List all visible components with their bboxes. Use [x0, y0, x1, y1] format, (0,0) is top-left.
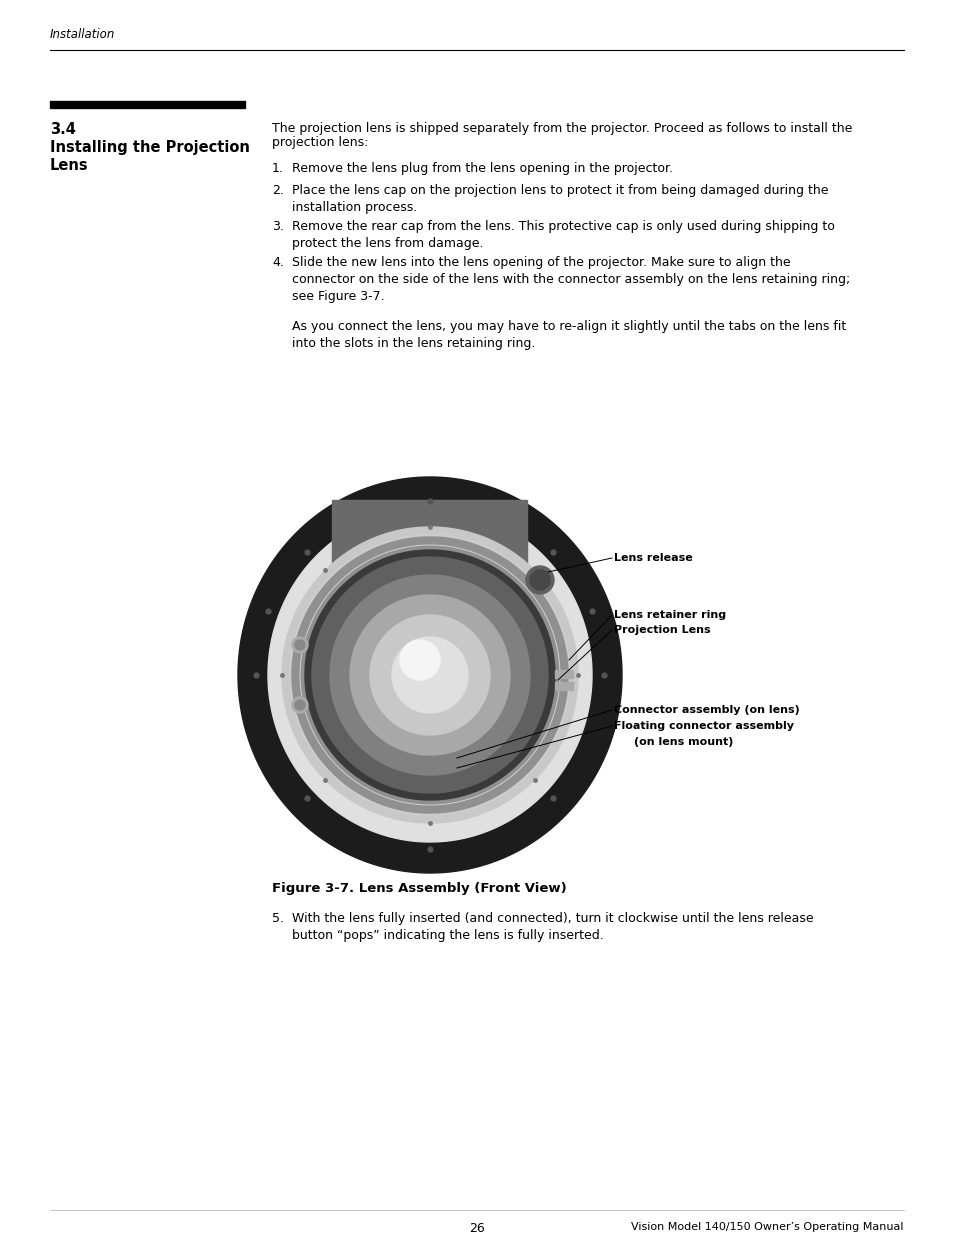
Text: projection lens:: projection lens: — [272, 136, 368, 149]
Text: Lens release: Lens release — [614, 553, 692, 563]
Bar — [444, 762, 456, 769]
Text: With the lens fully inserted (and connected), turn it clockwise until the lens r: With the lens fully inserted (and connec… — [292, 911, 813, 942]
Text: 3.: 3. — [272, 220, 284, 233]
Bar — [389, 753, 440, 776]
Text: Remove the rear cap from the lens. This protective cap is only used during shipp: Remove the rear cap from the lens. This … — [292, 220, 834, 249]
Polygon shape — [350, 595, 510, 755]
Text: Projection Lens: Projection Lens — [614, 625, 710, 635]
Text: As you connect the lens, you may have to re-align it slightly until the tabs on : As you connect the lens, you may have to… — [292, 320, 845, 350]
Text: Connector assembly (on lens): Connector assembly (on lens) — [614, 705, 799, 715]
Polygon shape — [370, 615, 490, 735]
Text: Lens retainer ring: Lens retainer ring — [614, 610, 725, 620]
Text: Slide the new lens into the lens opening of the projector. Make sure to align th: Slide the new lens into the lens opening… — [292, 256, 849, 303]
Polygon shape — [312, 557, 547, 793]
Polygon shape — [399, 640, 439, 680]
Text: Installing the Projection: Installing the Projection — [50, 140, 250, 156]
Text: Place the lens cap on the projection lens to protect it from being damaged durin: Place the lens cap on the projection len… — [292, 184, 827, 214]
Bar — [555, 682, 573, 690]
Text: 4.: 4. — [272, 256, 284, 269]
Polygon shape — [268, 508, 592, 842]
Circle shape — [294, 640, 305, 650]
Text: Floating connector assembly: Floating connector assembly — [614, 721, 793, 731]
Circle shape — [530, 571, 550, 590]
Polygon shape — [237, 477, 621, 873]
Polygon shape — [392, 637, 468, 713]
Bar — [555, 671, 573, 678]
Circle shape — [292, 697, 308, 713]
Bar — [50, 101, 245, 107]
Text: 26: 26 — [469, 1221, 484, 1235]
Polygon shape — [282, 527, 578, 823]
Text: Figure 3-7. Lens Assembly (Front View): Figure 3-7. Lens Assembly (Front View) — [272, 882, 566, 895]
Text: Lens: Lens — [50, 158, 89, 173]
Text: 5.: 5. — [272, 911, 284, 925]
Text: Installation: Installation — [50, 28, 115, 41]
Text: Remove the lens plug from the lens opening in the projector.: Remove the lens plug from the lens openi… — [292, 162, 672, 175]
Circle shape — [292, 637, 308, 653]
Bar — [333, 500, 527, 671]
Text: 3.4: 3.4 — [50, 122, 76, 137]
Text: 1.: 1. — [272, 162, 284, 175]
Circle shape — [525, 566, 554, 594]
Polygon shape — [330, 576, 530, 776]
Text: (on lens mount): (on lens mount) — [634, 737, 733, 747]
Bar — [385, 750, 444, 778]
Text: 2.: 2. — [272, 184, 284, 198]
Polygon shape — [305, 550, 555, 800]
Polygon shape — [292, 537, 567, 813]
Text: Vision Model 140/150 Owner’s Operating Manual: Vision Model 140/150 Owner’s Operating M… — [631, 1221, 903, 1233]
Text: The projection lens is shipped separately from the projector. Proceed as follows: The projection lens is shipped separatel… — [272, 122, 851, 135]
Circle shape — [294, 700, 305, 710]
